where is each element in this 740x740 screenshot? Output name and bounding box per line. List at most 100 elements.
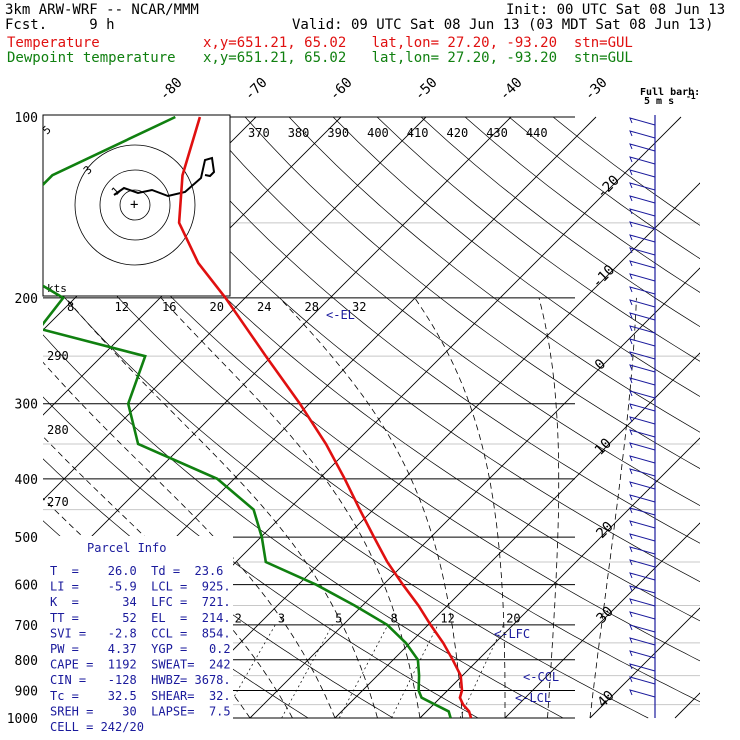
dry-adiabat [244,116,700,469]
temperature-legend-label: Temperature [7,35,100,51]
hodograph-ring [119,189,151,221]
wind-barb [629,442,656,451]
isotherm [334,352,700,719]
wind-barb [629,195,656,204]
pressure-tick-label: 400 [15,473,38,488]
init-time: Init: 00 UTC Sat 08 Jun 13 [506,2,726,18]
hodograph-speed-label: 12 [115,300,129,314]
wind-barb [629,507,656,516]
dry-adiabat-label: 270 [47,495,69,509]
wind-barb [629,208,656,217]
isotherm-label: -30 [582,75,611,104]
mixing-ratio-line [459,624,504,719]
temperature-profile [177,116,473,719]
mixing-ratio-label: 20 [506,611,520,625]
hodograph-speed-label: 20 [210,300,224,314]
wind-barb [629,611,656,620]
isotherm-label: -20 [594,172,623,201]
parcel-info-row: SVI = -2.8 CCL = 854. [50,626,231,640]
dry-adiabat [288,116,700,433]
dry-adiabat-label: 280 [47,423,69,437]
isotherm-label: 0 [592,356,609,373]
wind-barb [629,364,656,373]
parcel-info-row: CIN = -128 HWBZ= 3678. [50,673,231,687]
valid-time: Valid: 09 UTC Sat 08 Jun 13 (03 MDT Sat … [292,17,714,33]
dry-adiabat [43,143,700,662]
isotherm [589,607,700,719]
moist-adiabat [160,297,421,719]
hodograph-speed-label: 32 [352,300,366,314]
wind-barb [629,312,656,321]
temperature-location: x,y=651.21, 65.02 lat,lon= 27.20, -93.20… [203,35,633,51]
parcel-info-box: Parcel Info T = 26.0 Td = 23.6 LI = -5.9 L… [43,536,233,734]
pressure-tick-label: 600 [15,579,38,594]
wind-barb [629,403,656,412]
wind-barb [629,273,656,282]
hodograph-trace [113,156,216,198]
dewpoint-profile [43,115,452,719]
el-label: <-EL [326,308,355,322]
isotherm [43,116,427,501]
isotherm-label: 10 [592,435,615,458]
hodograph-speed-label: 16 [162,300,176,314]
wind-barb [629,663,656,672]
isotherm-label: -80 [157,75,186,104]
mixing-ratio-label: 8 [390,611,397,625]
hodograph-ring [99,169,171,241]
wind-barb [629,338,656,347]
dry-adiabat [43,271,649,719]
wind-barb [629,130,656,139]
parcel-info-row: CELL = 242/20 [50,720,144,734]
wind-barb [629,533,656,542]
wind-barb [629,390,656,399]
moist-adiabat [43,361,336,719]
forecast-hour: Fcst. 9 h [5,17,115,33]
dry-adiabat [332,116,700,397]
parcel-info-bg [43,536,233,719]
hodograph-origin: + [130,197,138,213]
mixing-ratio-line [281,624,333,719]
dry-adiabat [43,208,700,703]
wind-profile: Full barb:5 m s -1 [629,87,700,718]
isotherm [419,437,700,719]
wind-barb [629,650,656,659]
wind-barb [629,546,656,555]
wind-legend-value: 5 m s [644,96,674,107]
hodograph-ring [74,144,196,266]
isotherm-label: -70 [242,75,271,104]
mixing-ratio-label: 12 [440,611,454,625]
wind-legend-exponent: -1 [686,92,696,101]
mixing-ratio-line [338,624,389,719]
hodograph-speed-label: 24 [257,300,271,314]
wind-barb [629,416,656,425]
wind-barb [629,481,656,490]
dry-adiabat [420,116,700,328]
moist-adiabat [279,297,463,719]
wind-barb [629,143,656,152]
wind-barb [629,260,656,269]
wind-barb [629,234,656,243]
wind-barb [629,286,656,295]
dry-adiabat [112,116,700,583]
isotherm [504,522,700,719]
ccl-label: <-CCL [523,670,559,684]
isotherm [249,267,700,719]
isotherm-label: 40 [594,688,617,711]
wind-barb [629,182,656,191]
mixing-ratio-label: 5 [335,611,342,625]
theta-label: 400 [367,126,389,140]
parcel-info-row: PW = 4.37 YGP = 0.2 [50,642,231,656]
pressure-tick-label: 300 [15,398,38,413]
mixing-ratio-label: 3 [278,611,285,625]
parcel-info-row: SREH = 30 LAPSE= 7.5 [50,704,231,718]
parcel-info-row: LI = -5.9 LCL = 925. [50,580,231,594]
theta-label: 370 [248,126,270,140]
pressure-tick-label: 900 [15,684,38,699]
wind-barb [629,676,656,685]
wind-barb [629,585,656,594]
theta-label: 380 [288,126,310,140]
theta-label: 420 [447,126,469,140]
wind-barb [629,455,656,464]
wind-barb [629,156,656,165]
dry-adiabat [43,334,564,719]
